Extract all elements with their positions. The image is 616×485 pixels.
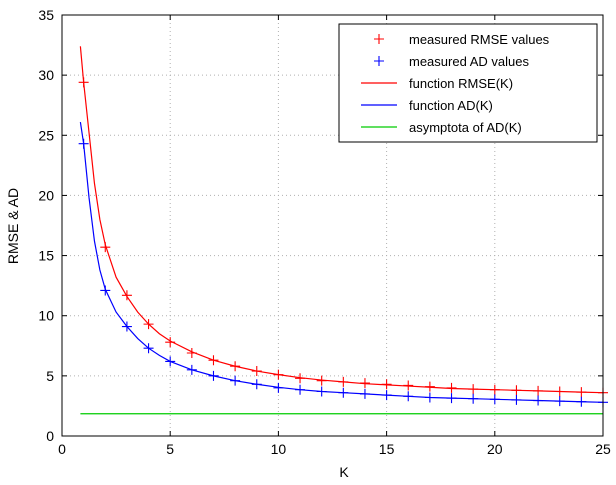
y-tick-label-2: 10	[38, 308, 54, 324]
legend-label-4: asymptota of AD(K)	[409, 120, 522, 135]
x-axis-label: K	[339, 464, 349, 480]
y-tick-label-5: 25	[38, 127, 54, 143]
legend-label-0: measured RMSE values	[409, 32, 550, 47]
y-tick-label-6: 30	[38, 67, 54, 83]
x-tick-label-2: 10	[271, 441, 287, 457]
series-3	[79, 121, 604, 403]
axes-frame	[61, 14, 604, 437]
legend-label-1: measured AD values	[409, 54, 529, 69]
legend-marker-1	[374, 56, 384, 66]
y-tick-label-4: 20	[38, 187, 54, 203]
y-tick-label-7: 35	[38, 7, 54, 23]
x-tick-label-1: 5	[166, 441, 174, 457]
ticks: 0 5 10 15 20 25 0 5 10 15 20 25 30 35	[38, 7, 611, 457]
x-tick-label-4: 20	[487, 441, 503, 457]
legend-label-2: function RMSE(K)	[409, 76, 513, 91]
legend-marker-0	[374, 34, 384, 44]
series-line-2	[79, 46, 604, 394]
series-line-3	[79, 121, 604, 403]
y-tick-label-0: 0	[46, 428, 54, 444]
legend: measured RMSE values measured AD values fu…	[338, 23, 598, 143]
series-layer	[78, 46, 608, 415]
y-tick-label-3: 15	[38, 248, 54, 264]
x-tick-label-3: 15	[379, 441, 395, 457]
x-tick-label-0: 0	[58, 441, 66, 457]
x-tick-label-5: 25	[595, 441, 611, 457]
series-2	[79, 46, 604, 394]
y-tick-label-1: 5	[46, 368, 54, 384]
y-axis-label: RMSE & AD	[5, 188, 21, 264]
axes-border	[61, 14, 604, 437]
legend-label-3: function AD(K)	[409, 98, 493, 113]
